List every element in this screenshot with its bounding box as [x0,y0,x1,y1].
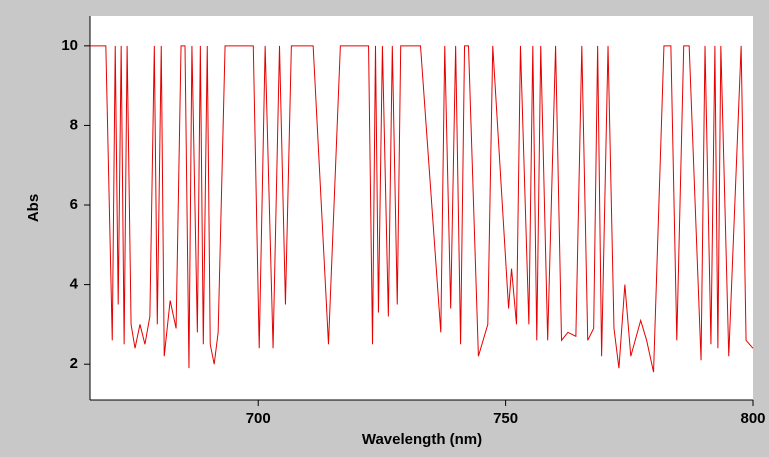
y-tick-label: 2 [70,355,78,372]
y-tick-label: 6 [70,196,78,213]
x-tick-label: 800 [740,410,765,427]
x-axis-label: Wavelength (nm) [362,431,482,448]
y-tick-label: 8 [70,116,78,133]
data-line [90,45,754,373]
x-tick-label: 700 [246,410,271,427]
y-axis-label: Abs [25,194,42,222]
y-tick-label: 10 [61,37,78,54]
y-tick-label: 4 [70,276,79,293]
x-tick-label: 750 [493,410,518,427]
